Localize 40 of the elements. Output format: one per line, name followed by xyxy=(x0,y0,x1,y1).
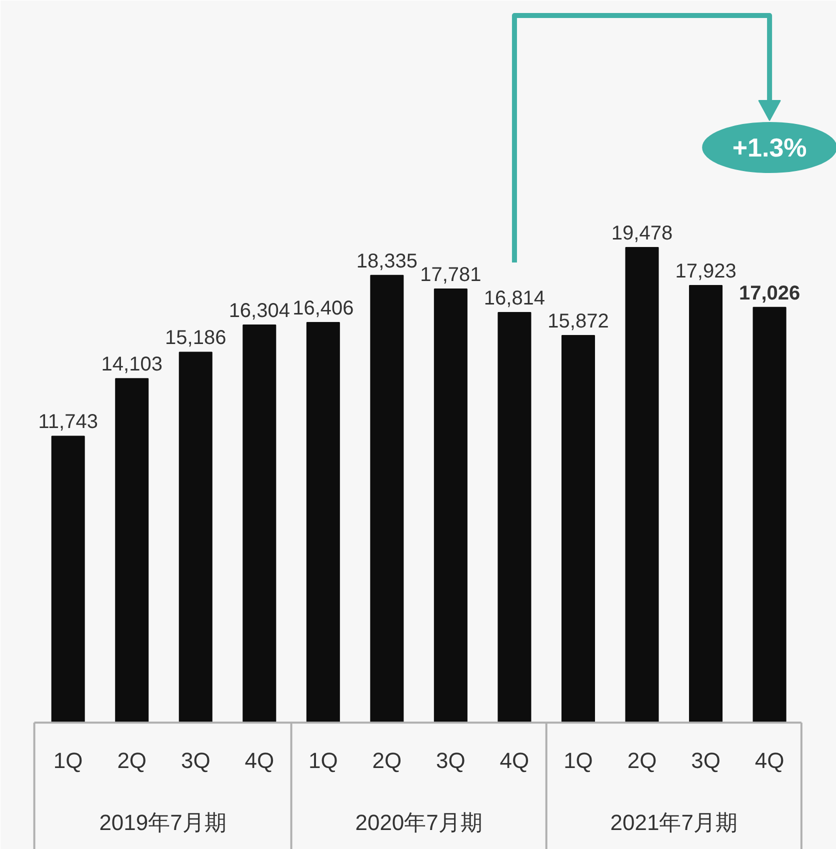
x-tick-label: 4Q xyxy=(754,748,784,774)
x-tick-label: 2Q xyxy=(117,748,147,774)
data-label: 17,923 xyxy=(675,260,736,282)
text: 2019年7月期 xyxy=(99,810,226,836)
bar xyxy=(434,288,468,724)
data-label: 14,103 xyxy=(101,354,162,376)
bar xyxy=(498,312,532,724)
bar xyxy=(178,352,212,724)
data-label: 11,743 xyxy=(38,411,98,434)
data-label: 18,335 xyxy=(356,250,418,272)
bar xyxy=(625,247,659,724)
x-tick-label: 3Q xyxy=(691,748,720,774)
text: 2020年7月期 xyxy=(355,810,482,836)
data-label: 16,304 xyxy=(228,300,290,322)
bar xyxy=(752,306,786,724)
bar xyxy=(561,335,595,724)
x-tick-label: 4Q xyxy=(244,748,274,774)
x-tick-label: 3Q xyxy=(180,748,210,774)
bar xyxy=(115,378,149,724)
bar xyxy=(306,322,340,724)
bar xyxy=(242,324,276,724)
x-tick-label: 1Q xyxy=(308,748,338,774)
x-tick-label: 1Q xyxy=(53,748,83,774)
bar xyxy=(370,274,404,724)
x-tick-label: 1Q xyxy=(564,748,593,774)
bar xyxy=(51,436,85,724)
data-label: 16,406 xyxy=(292,297,354,320)
text: 2021年7月期 xyxy=(610,810,738,836)
x-tick-label: 2Q xyxy=(627,748,657,774)
bar xyxy=(689,284,723,724)
data-label: 17,026 xyxy=(738,282,800,304)
x-tick-label: 4Q xyxy=(500,748,530,774)
data-label: 17,781 xyxy=(420,264,482,286)
data-label: 15,186 xyxy=(165,327,226,350)
text: +1.3% xyxy=(732,132,807,162)
x-tick-label: 3Q xyxy=(436,748,466,774)
data-label: 19,478 xyxy=(611,222,673,245)
data-label: 15,872 xyxy=(548,310,609,333)
data-label: 16,814 xyxy=(484,288,546,310)
x-tick-label: 2Q xyxy=(372,748,402,774)
